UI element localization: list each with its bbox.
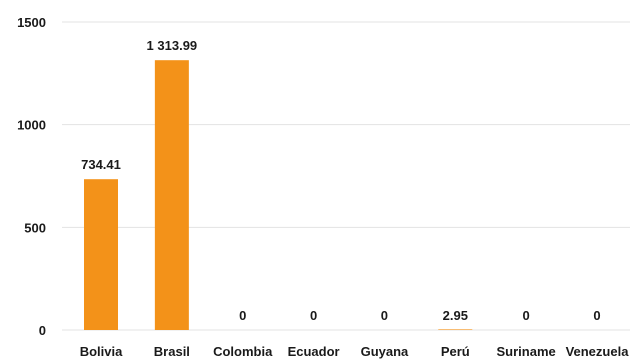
data-label: 0 (593, 308, 600, 323)
data-label: 0 (310, 308, 317, 323)
data-labels: 734.41 1 313.99 0 0 0 2.95 0 0 (81, 38, 601, 323)
y-tick-label: 0 (39, 323, 46, 338)
y-tick-label: 1000 (17, 118, 46, 133)
y-axis-tick-labels: 0 500 1000 1500 (17, 15, 46, 338)
category-label: Brasil (154, 344, 190, 359)
data-label: 0 (381, 308, 388, 323)
y-tick-label: 500 (24, 220, 46, 235)
bar (438, 329, 473, 330)
gridlines (62, 21, 630, 331)
x-axis-category-labels: Bolivia Brasil Colombia Ecuador Guyana Perú Su… (80, 344, 630, 359)
data-label: 0 (523, 308, 530, 323)
category-label: Suriname (497, 344, 556, 359)
category-label: Bolivia (80, 344, 123, 359)
bar (154, 60, 189, 330)
y-tick-label: 1500 (17, 15, 46, 30)
bar (84, 179, 118, 330)
category-label: Colombia (213, 344, 273, 359)
category-label: Perú (441, 344, 470, 359)
category-label: Ecuador (288, 344, 340, 359)
data-label: 734.41 (81, 157, 121, 172)
data-label: 1 313.99 (147, 38, 198, 53)
category-label: Venezuela (566, 344, 630, 359)
bars (84, 60, 473, 330)
data-label: 0 (239, 308, 246, 323)
category-label: Guyana (361, 344, 409, 359)
data-label: 2.95 (443, 308, 468, 323)
